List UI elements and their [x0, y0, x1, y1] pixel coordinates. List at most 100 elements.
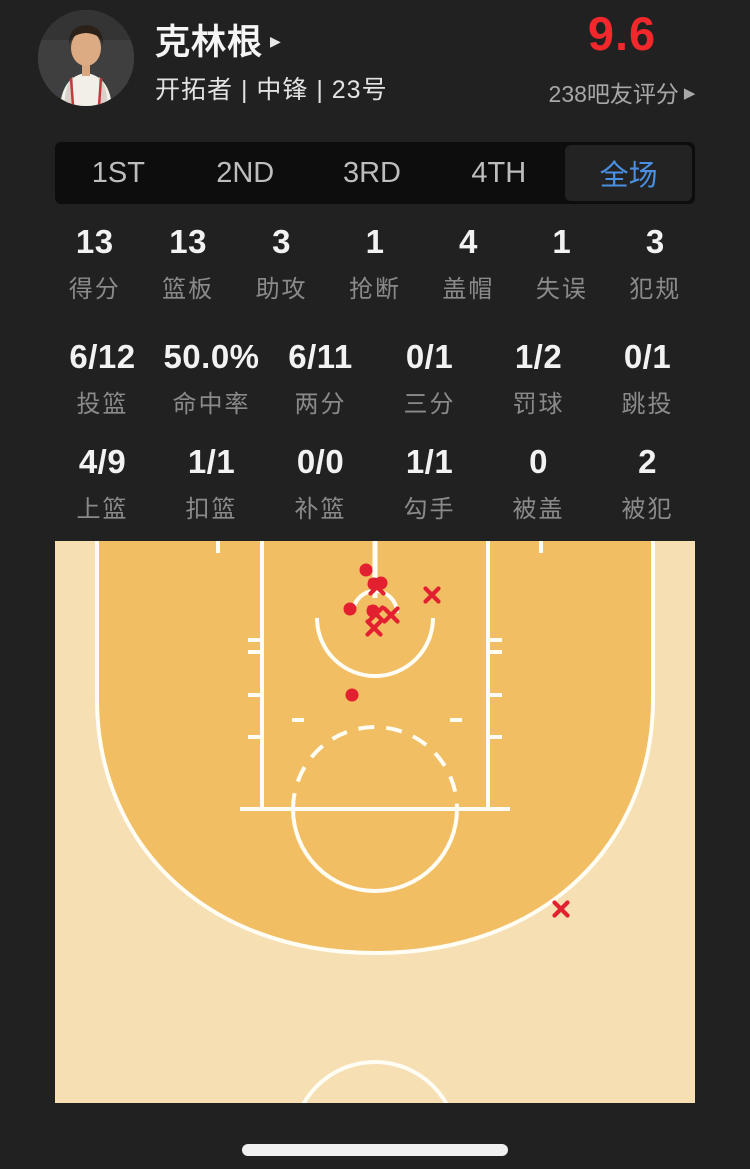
stat-value: 1 — [552, 223, 572, 260]
stat-value: 0 — [529, 443, 548, 480]
restricted-area-arc — [315, 617, 435, 678]
three-point-area — [95, 541, 655, 956]
stat-label: 犯规 — [629, 276, 682, 303]
stat-label: 得分 — [68, 276, 121, 303]
rating-value: 9.6 — [587, 7, 657, 60]
stat-row: 13 得分 13 篮板 3 助攻 1 抢断 4 盖帽 1 失误 3 犯规 — [48, 222, 702, 304]
tab-label: 2ND — [216, 156, 275, 189]
home-indicator-handle[interactable] — [242, 1144, 508, 1156]
stat-cell: 1/1 勾手 — [375, 442, 484, 524]
stat-cell: 0/1 三分 — [375, 337, 484, 419]
stat-value: 1/2 — [514, 338, 563, 375]
stat-value: 2 — [638, 443, 657, 480]
shot-chart-court — [55, 541, 695, 1103]
face — [71, 30, 101, 66]
made-shot-marker — [359, 563, 373, 577]
tab-label: 全场 — [599, 160, 658, 192]
made-shot-marker — [366, 604, 380, 618]
stat-cell: 3 犯规 — [609, 222, 702, 304]
stat-cell: 50.0% 命中率 — [157, 337, 266, 419]
stat-cell: 1/1 扣篮 — [157, 442, 266, 524]
stat-cell: 4 盖帽 — [422, 222, 515, 304]
tab-label: 4TH — [471, 156, 527, 189]
shot-markers-layer — [343, 563, 570, 918]
rating-block[interactable]: 9.6 238吧友评分 ▶ — [522, 6, 722, 109]
stat-label: 篮板 — [162, 276, 215, 303]
made-shot-marker — [367, 577, 381, 591]
stat-value: 4 — [458, 223, 478, 260]
stat-label: 上篮 — [76, 496, 129, 523]
missed-shot-marker — [552, 900, 570, 918]
stat-cell: 13 篮板 — [141, 222, 234, 304]
stat-value: 1 — [365, 223, 385, 260]
stat-value: 1/1 — [405, 443, 454, 480]
made-shot-marker — [343, 602, 357, 616]
stat-cell: 1 失误 — [515, 222, 608, 304]
tab-label: 3RD — [342, 156, 401, 189]
stat-cell: 6/12 投篮 — [48, 337, 157, 419]
stat-value: 6/11 — [288, 338, 353, 375]
stat-value: 6/12 — [69, 338, 136, 375]
stat-cell: 3 助攻 — [235, 222, 328, 304]
stat-label: 投篮 — [76, 391, 129, 418]
stat-value: 13 — [169, 223, 207, 260]
stat-cell: 2 被犯 — [593, 442, 702, 524]
hair — [68, 25, 104, 46]
stat-value: 3 — [272, 223, 291, 260]
stat-cell: 1 抢断 — [328, 222, 421, 304]
team-position-number: 开拓者 | 中锋 | 23号 — [155, 76, 388, 104]
stat-label: 助攻 — [255, 276, 308, 303]
stat-label: 罚球 — [512, 391, 565, 418]
tab-1st[interactable]: 1ST — [55, 142, 182, 204]
player-photo — [38, 10, 134, 106]
tab-label: 1ST — [91, 156, 145, 189]
stat-cell: 0 被盖 — [484, 442, 593, 524]
tab-2nd[interactable]: 2ND — [182, 142, 309, 204]
stat-value: 0/1 — [623, 338, 672, 375]
court-drawing — [95, 541, 655, 1103]
made-shot-marker — [345, 688, 359, 702]
rating-sub-label: 238吧友评分 — [548, 81, 679, 107]
stat-value: 4/9 — [78, 443, 127, 480]
stat-label: 三分 — [403, 391, 456, 418]
free-throw-circle-dashed — [291, 725, 459, 810]
stat-value: 3 — [645, 223, 665, 260]
stat-label: 跳投 — [621, 391, 674, 418]
rating-sub-row: 238吧友评分 ▶ — [522, 75, 722, 109]
rating-chevron-right-icon: ▶ — [683, 85, 696, 102]
player-name-row[interactable]: 克林根 ▶ — [155, 16, 281, 62]
stat-label: 失误 — [535, 276, 588, 303]
center-circle — [301, 1060, 449, 1103]
stat-value: 1/1 — [187, 443, 236, 480]
name-chevron-right-icon: ▶ — [270, 32, 281, 49]
quarter-tab-bar: 1ST 2ND 3RD 4TH 全场 — [55, 142, 695, 204]
stat-cell: 13 得分 — [48, 222, 141, 304]
tab-全场[interactable]: 全场 — [565, 145, 692, 201]
player-avatar[interactable] — [38, 10, 134, 106]
missed-shot-marker — [365, 619, 383, 637]
stat-label: 补篮 — [294, 496, 347, 523]
stat-cell: 6/11 两分 — [266, 337, 375, 419]
stat-value: 13 — [75, 223, 114, 260]
lane-hash-marks — [248, 638, 502, 739]
stat-label: 两分 — [294, 391, 347, 418]
tab-4th[interactable]: 4TH — [435, 142, 562, 204]
free-throw-circle-solid — [291, 808, 459, 893]
stat-cell: 0/1 跳投 — [593, 337, 702, 419]
stat-label: 被盖 — [512, 496, 565, 523]
stat-label: 扣篮 — [185, 496, 238, 523]
missed-shot-marker — [423, 586, 441, 604]
stat-label: 抢断 — [348, 276, 401, 303]
stat-label: 命中率 — [172, 391, 251, 418]
tab-3rd[interactable]: 3RD — [309, 142, 436, 204]
stat-row: 4/9 上篮 1/1 扣篮 0/0 补篮 1/1 勾手 0 被盖 2 被犯 — [48, 442, 702, 524]
stat-cell: 0/0 补篮 — [266, 442, 375, 524]
stat-label: 盖帽 — [442, 276, 495, 303]
stat-label: 勾手 — [403, 496, 456, 523]
stat-value: 0/0 — [296, 443, 345, 480]
stat-cell: 1/2 罚球 — [484, 337, 593, 419]
stat-row: 6/12 投篮 50.0% 命中率 6/11 两分 0/1 三分 1/2 罚球 0/1 跳投 — [48, 337, 702, 419]
stat-label: 被犯 — [621, 496, 674, 523]
stat-value: 50.0% — [163, 338, 260, 375]
